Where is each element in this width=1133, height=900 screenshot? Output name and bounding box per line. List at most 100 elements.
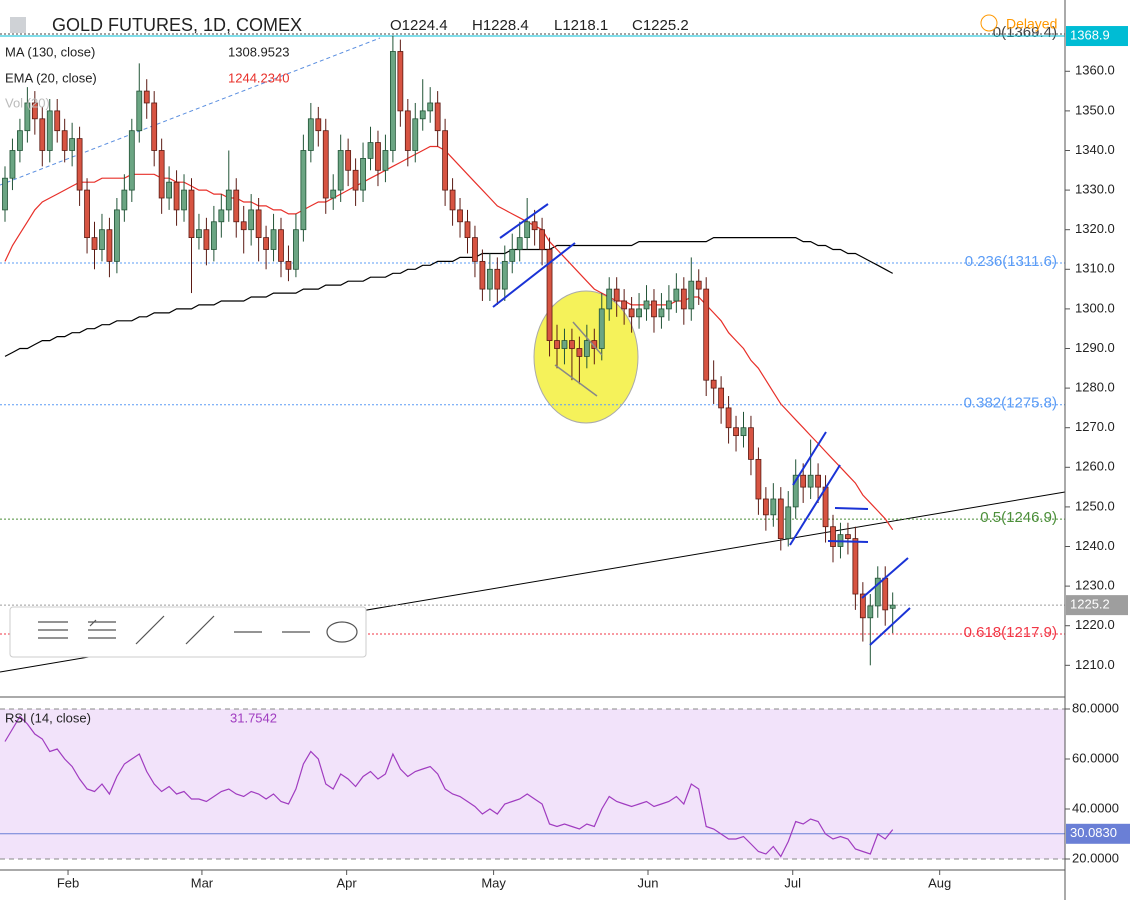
candle-body xyxy=(285,260,292,270)
candle-body xyxy=(479,260,486,290)
candle-body xyxy=(688,280,695,310)
candle-body xyxy=(270,229,277,250)
price-badge-label: 1368.9 xyxy=(1070,27,1110,42)
fib-label: 0.382(1275.8) xyxy=(964,395,1057,412)
candle-body xyxy=(651,300,657,318)
y-tick-label: 1270.0 xyxy=(1075,419,1115,434)
candle-body xyxy=(76,138,83,191)
fib-label: 0.236(1311.6) xyxy=(965,253,1057,270)
legend-label: RSI (14, close) xyxy=(5,710,91,725)
candle-body xyxy=(360,158,366,191)
channel-line xyxy=(861,557,909,599)
y-tick-label: 1220.0 xyxy=(1075,617,1115,632)
candle-body xyxy=(54,110,61,132)
legend-value: 1308.9523 xyxy=(228,44,289,59)
candle-body xyxy=(419,110,426,120)
y-tick-label: 1300.0 xyxy=(1075,300,1115,315)
symbol-icon[interactable] xyxy=(10,17,26,33)
candle-body xyxy=(606,288,613,310)
x-tick-label: Mar xyxy=(191,875,214,890)
legend-label: MA (130, close) xyxy=(5,44,95,59)
candle-body xyxy=(382,150,389,171)
candle-body xyxy=(158,150,165,199)
candle-body xyxy=(583,340,590,357)
candle-body xyxy=(106,229,113,262)
candle-body xyxy=(569,340,575,349)
candle-body xyxy=(173,181,180,211)
candle-body xyxy=(263,237,269,250)
candle-body xyxy=(561,340,568,349)
candle-body xyxy=(695,280,702,290)
y-tick-label: 1330.0 xyxy=(1075,182,1115,197)
candle-body xyxy=(807,474,814,488)
ohlc-close: C1225.2 xyxy=(632,17,689,34)
status-icon xyxy=(980,14,998,32)
candle-body xyxy=(218,209,225,223)
candle-body xyxy=(181,189,187,211)
candle-body xyxy=(404,110,411,151)
y-tick-label: 80.0000 xyxy=(1072,700,1119,715)
tool-icon[interactable] xyxy=(326,621,358,643)
y-tick-label: 1260.0 xyxy=(1075,459,1115,474)
candle-body xyxy=(464,221,471,239)
fib-label: 0.5(1246.9) xyxy=(980,509,1057,526)
tool-icon[interactable] xyxy=(88,619,116,639)
tool-icon[interactable] xyxy=(185,615,215,645)
candle-body xyxy=(91,237,98,250)
candle-body xyxy=(494,268,501,290)
candle-body xyxy=(412,118,419,151)
candle-body xyxy=(740,427,747,437)
x-tick-label: Jul xyxy=(784,875,801,890)
candle-body xyxy=(225,189,232,211)
candle-body xyxy=(680,288,687,310)
y-tick-label: 1290.0 xyxy=(1075,340,1115,355)
candle-body xyxy=(300,150,307,231)
candle-body xyxy=(99,229,105,250)
ohlc-low: L1218.1 xyxy=(554,17,608,34)
candle-body xyxy=(113,209,120,262)
legend-label: EMA (20, close) xyxy=(5,70,97,85)
candle-body xyxy=(770,498,777,516)
rsi-badge-label: 30.0830 xyxy=(1070,825,1117,840)
candle-body xyxy=(524,221,531,239)
candle-body xyxy=(375,142,381,171)
candle-body xyxy=(367,142,374,159)
candle-body xyxy=(852,538,859,595)
ohlc-open: O1224.4 xyxy=(390,17,448,34)
candle-body xyxy=(576,348,583,357)
candle-body xyxy=(330,189,337,199)
drawings xyxy=(492,203,911,646)
candle-body xyxy=(61,130,68,151)
candle-body xyxy=(621,300,628,310)
candle-body xyxy=(748,427,754,460)
highlight-circle xyxy=(533,290,639,424)
candle-body xyxy=(240,221,247,231)
y-tick-label: 1320.0 xyxy=(1075,221,1115,236)
candle-body xyxy=(822,486,829,528)
candle-body xyxy=(46,110,53,151)
candle-body xyxy=(703,288,710,381)
tool-icon[interactable] xyxy=(135,615,165,645)
candle-body xyxy=(203,229,210,250)
tool-icon[interactable] xyxy=(38,621,68,639)
channel-line xyxy=(499,203,549,239)
candle-body xyxy=(69,138,76,151)
candle-body xyxy=(389,51,396,151)
candle-body xyxy=(9,150,16,179)
candle-body xyxy=(151,102,158,151)
candle-body xyxy=(516,237,523,250)
candle-body xyxy=(710,379,717,389)
candle-body xyxy=(427,102,434,112)
candle-body xyxy=(293,229,299,270)
y-tick-label: 1340.0 xyxy=(1075,142,1115,157)
candle-body xyxy=(800,474,807,488)
y-tick-label: 1350.0 xyxy=(1075,102,1115,117)
channel-line xyxy=(869,607,911,646)
candle-body xyxy=(434,102,441,132)
candle-body xyxy=(278,229,284,262)
channel-line xyxy=(554,364,598,397)
legend-value: 31.7542 xyxy=(230,710,277,725)
y-tick-label: 1250.0 xyxy=(1075,498,1115,513)
channel-line xyxy=(492,242,576,308)
candle-body xyxy=(31,102,38,120)
